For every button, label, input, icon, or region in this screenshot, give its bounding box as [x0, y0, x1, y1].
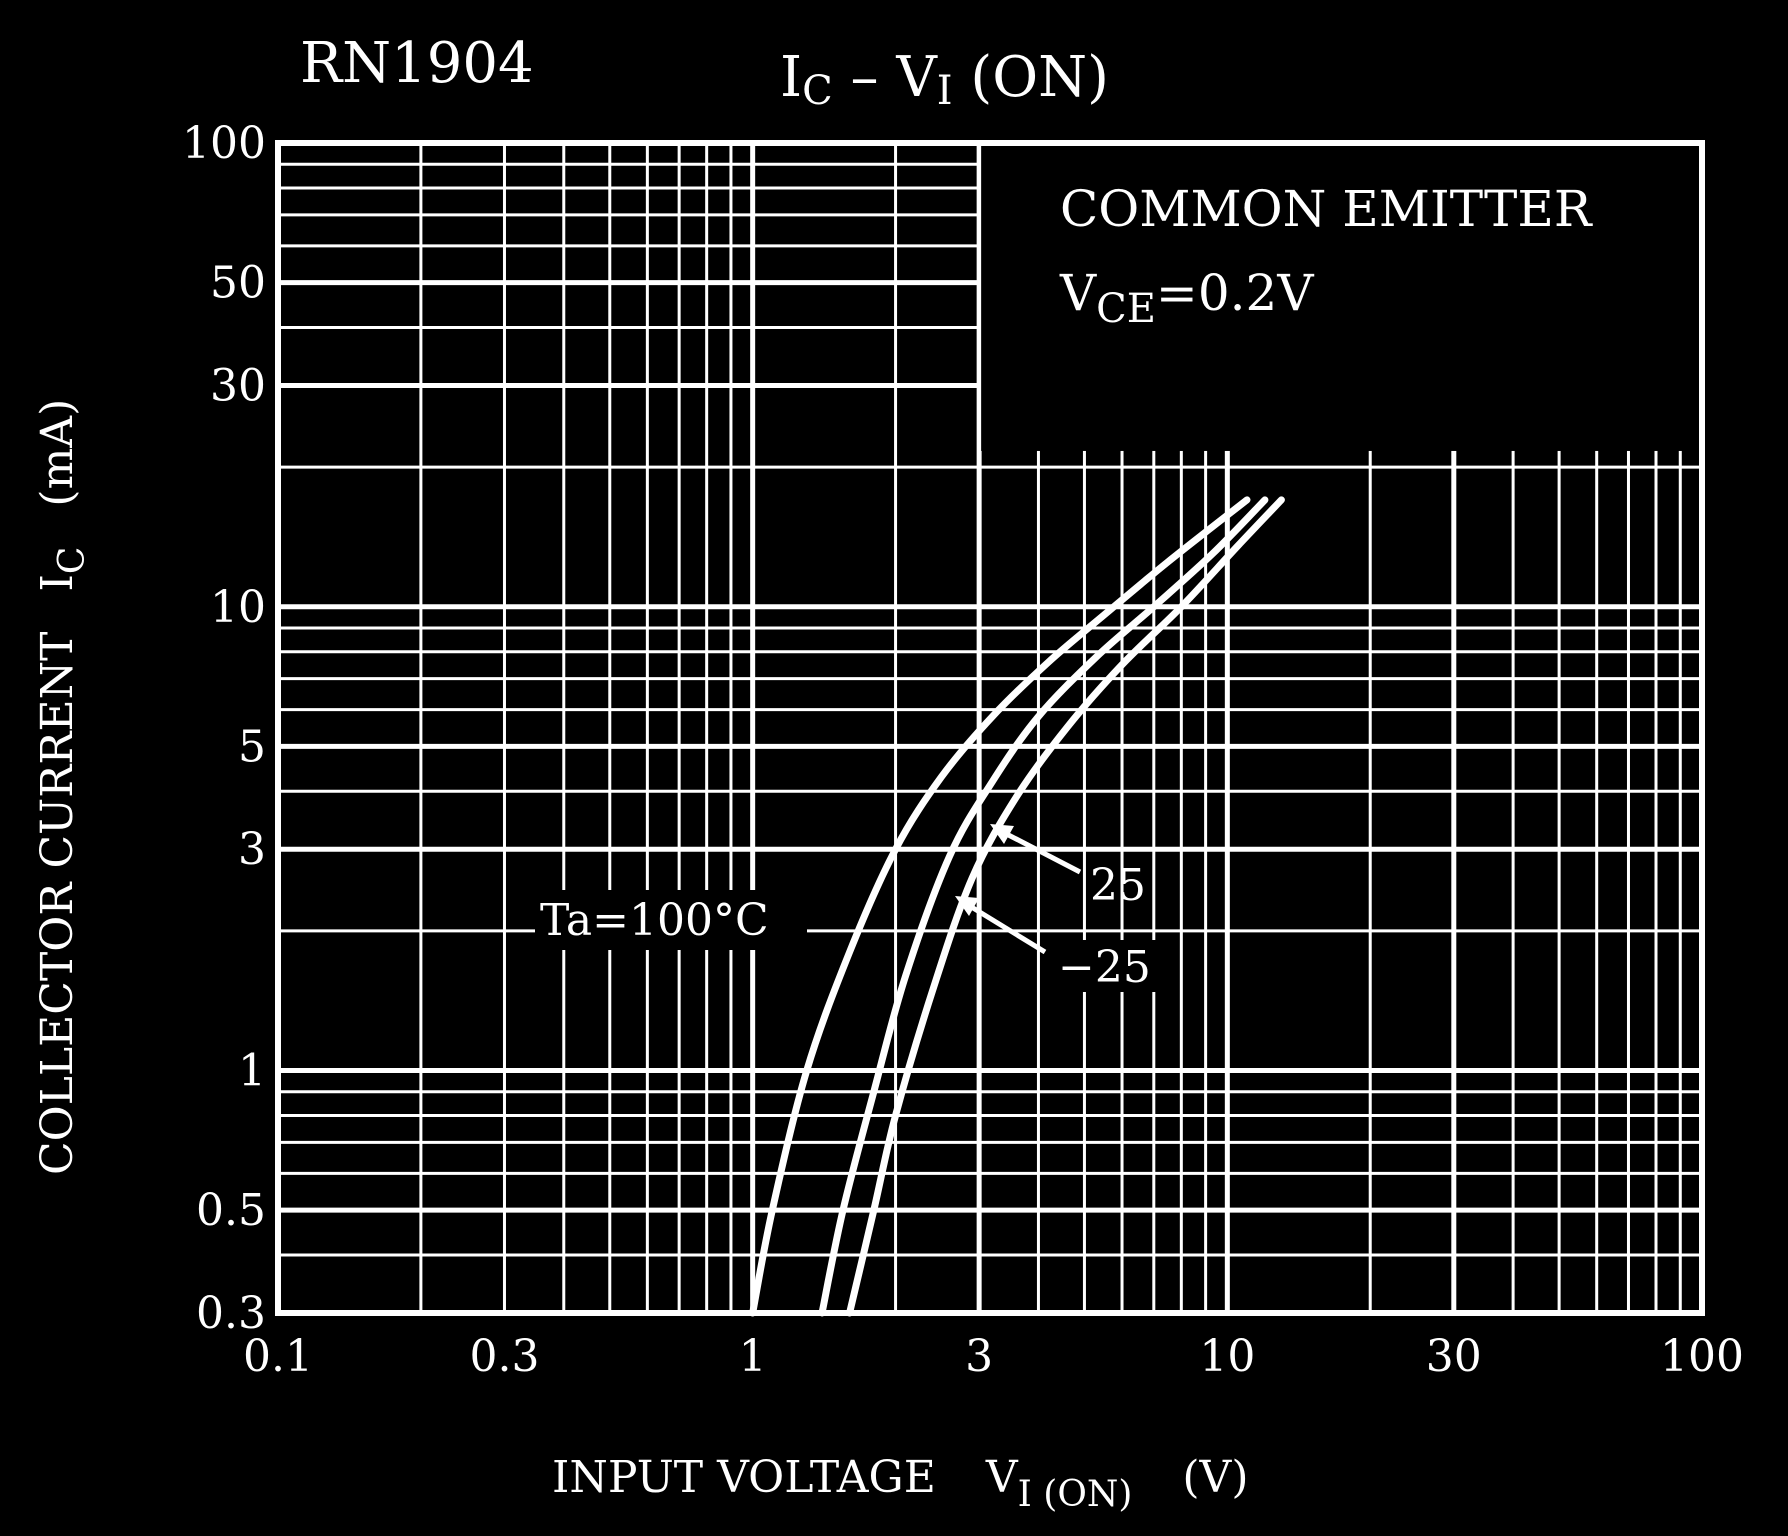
chart-device-title: RN1904 — [300, 31, 534, 96]
curve-label-arrowhead — [990, 824, 1014, 844]
conditions-line-2: VCE=0.2V — [1059, 264, 1314, 332]
x-tick-label: 3 — [965, 1331, 993, 1382]
series-line-0 — [749, 496, 1251, 1317]
y-axis-label: COLLECTOR CURRENTIC(mA) — [32, 399, 93, 1175]
y-tick-label: 100 — [182, 118, 266, 169]
x-tick-label: 10 — [1199, 1331, 1255, 1382]
series-line-1 — [818, 496, 1269, 1317]
x-tick-label: 1 — [739, 1331, 767, 1382]
curve-label-arrowhead — [955, 896, 979, 916]
chart-main-title: IC – VI (ON) — [780, 45, 1109, 114]
x-tick-label: 30 — [1426, 1331, 1482, 1382]
series-layer — [749, 496, 1285, 1317]
x-tick-label: 100 — [1660, 1331, 1744, 1382]
curve-label-25: 25 — [1090, 860, 1146, 911]
x-axis-label: INPUT VOLTAGE VI (ON) (V) — [552, 1452, 1249, 1515]
curve-labels: Ta=100°C 25 −25 — [535, 824, 1170, 993]
y-tick-label: 0.5 — [196, 1185, 266, 1236]
conditions-line-1: COMMON EMITTER — [1060, 180, 1593, 238]
series-line-2 — [846, 496, 1285, 1317]
curve-label-minus-25: −25 — [1058, 942, 1151, 993]
curve-label-ta-100: Ta=100°C — [540, 895, 769, 946]
curve-label-bg — [1055, 940, 1170, 992]
curve-label-bg — [535, 890, 807, 950]
y-tick-label: 10 — [210, 582, 266, 633]
x-tick-label: 0.3 — [469, 1331, 539, 1382]
y-tick-label: 3 — [238, 824, 266, 875]
curve-label-leader — [993, 825, 1082, 875]
conditions-box — [981, 146, 1699, 451]
x-tick-label: 0.1 — [243, 1331, 313, 1382]
y-tick-label: 30 — [210, 360, 266, 411]
y-tick-label: 50 — [210, 258, 266, 309]
y-tick-label: 1 — [238, 1046, 266, 1097]
y-tick-label: 5 — [238, 721, 266, 772]
plot-frame — [275, 140, 1705, 1316]
y-tick-label: 0.3 — [196, 1288, 266, 1339]
curve-label-leader — [958, 897, 1047, 955]
